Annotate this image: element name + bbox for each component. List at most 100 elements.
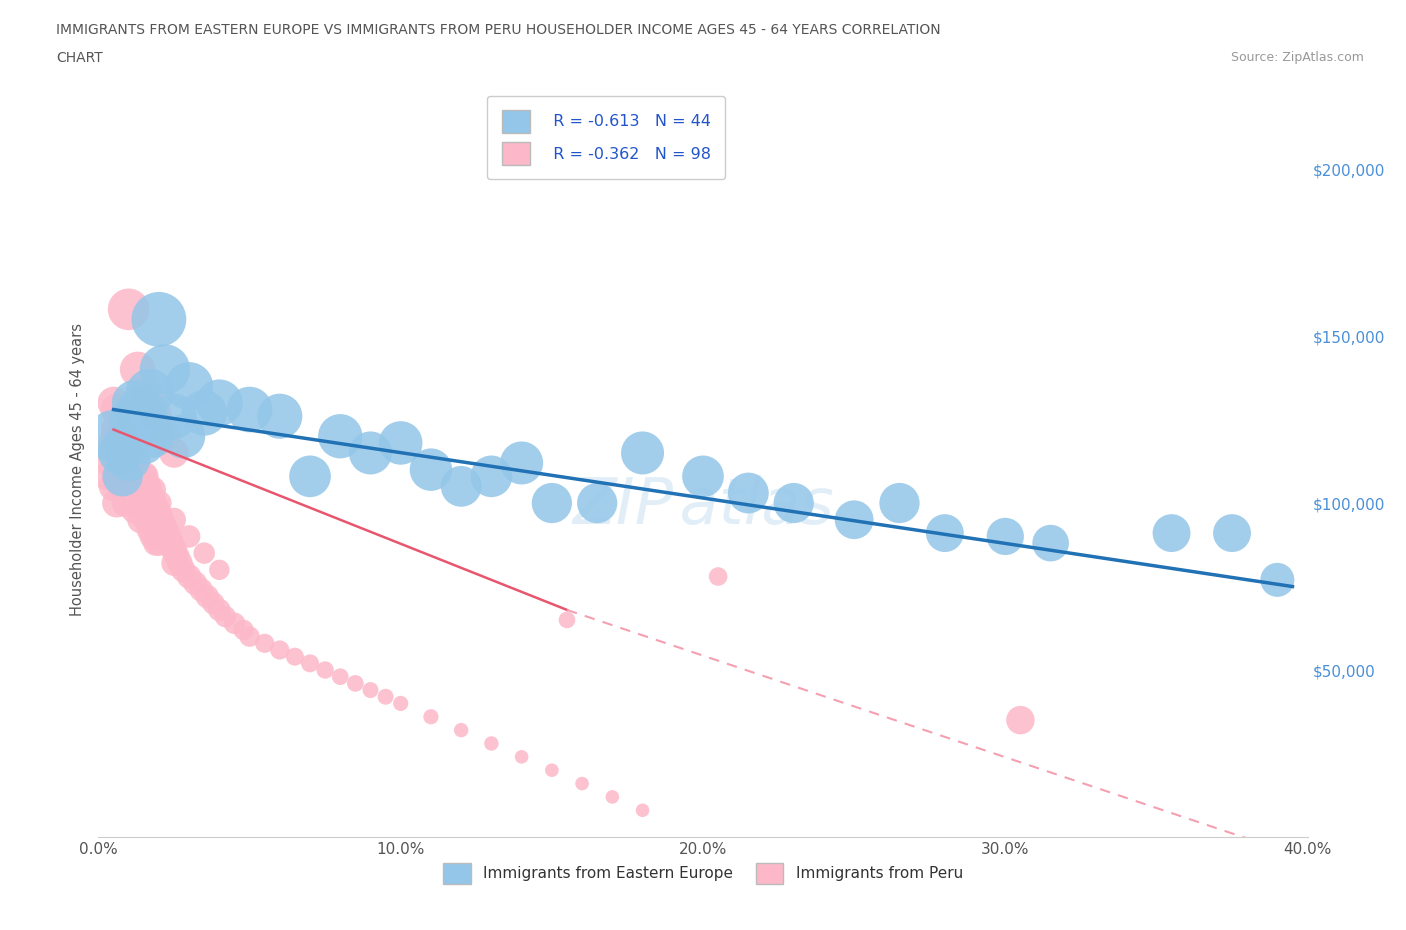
Point	[571, 777, 593, 791]
Point	[214, 609, 236, 624]
Point	[148, 496, 170, 511]
Point	[329, 429, 352, 444]
Point	[602, 790, 624, 804]
Point	[124, 456, 146, 471]
Point	[114, 435, 136, 450]
Point	[994, 529, 1017, 544]
Point	[172, 563, 194, 578]
Point	[163, 445, 186, 460]
Point	[150, 529, 173, 544]
Point	[163, 542, 186, 557]
Point	[299, 656, 322, 671]
Point	[269, 409, 291, 424]
Point	[193, 546, 215, 561]
Point	[118, 302, 141, 317]
Point	[163, 512, 186, 527]
Point	[121, 462, 143, 477]
Point	[163, 409, 186, 424]
Point	[163, 556, 186, 571]
Point	[124, 456, 146, 471]
Point	[481, 736, 503, 751]
Point	[103, 395, 125, 410]
Point	[253, 636, 276, 651]
Point	[783, 496, 806, 511]
Point	[329, 670, 352, 684]
Point	[737, 485, 759, 500]
Point	[389, 696, 412, 711]
Text: Source: ZipAtlas.com: Source: ZipAtlas.com	[1230, 51, 1364, 64]
Point	[540, 496, 562, 511]
Point	[692, 469, 714, 484]
Point	[135, 412, 157, 427]
Point	[707, 569, 730, 584]
Point	[934, 525, 956, 540]
Point	[153, 429, 176, 444]
Point	[208, 563, 231, 578]
Point	[420, 462, 443, 477]
Point	[103, 429, 125, 444]
Point	[202, 596, 225, 611]
Point	[239, 402, 262, 417]
Point	[844, 512, 866, 527]
Point	[169, 556, 191, 571]
Point	[586, 496, 609, 511]
Point	[195, 589, 218, 604]
Point	[284, 649, 307, 664]
Point	[108, 445, 131, 460]
Point	[124, 479, 146, 494]
Point	[100, 456, 122, 471]
Point	[172, 429, 194, 444]
Point	[145, 502, 167, 517]
Point	[179, 569, 201, 584]
Text: IMMIGRANTS FROM EASTERN EUROPE VS IMMIGRANTS FROM PERU HOUSEHOLDER INCOME AGES 4: IMMIGRANTS FROM EASTERN EUROPE VS IMMIGR…	[56, 23, 941, 37]
Point	[156, 529, 179, 544]
Point	[224, 616, 246, 631]
Point	[124, 502, 146, 517]
Point	[132, 469, 155, 484]
Point	[481, 469, 503, 484]
Point	[118, 442, 141, 457]
Point	[129, 475, 152, 490]
Point	[129, 402, 152, 417]
Point	[1220, 525, 1243, 540]
Point	[540, 763, 562, 777]
Legend: Immigrants from Eastern Europe, Immigrants from Peru: Immigrants from Eastern Europe, Immigran…	[436, 855, 970, 892]
Point	[105, 422, 128, 437]
Point	[148, 509, 170, 524]
Point	[135, 479, 157, 494]
Point	[124, 395, 146, 410]
Point	[153, 523, 176, 538]
Point	[179, 379, 201, 393]
Point	[142, 529, 165, 544]
Point	[114, 456, 136, 471]
Point	[139, 523, 162, 538]
Point	[179, 529, 201, 544]
Point	[555, 613, 578, 628]
Point	[148, 312, 170, 326]
Point	[142, 512, 165, 527]
Y-axis label: Householder Income Ages 45 - 64 years: Householder Income Ages 45 - 64 years	[69, 323, 84, 617]
Text: CHART: CHART	[56, 51, 103, 65]
Point	[208, 395, 231, 410]
Point	[360, 683, 382, 698]
Point	[129, 512, 152, 527]
Point	[269, 643, 291, 658]
Point	[360, 445, 382, 460]
Point	[118, 479, 141, 494]
Point	[132, 435, 155, 450]
Point	[118, 452, 141, 467]
Point	[184, 576, 207, 591]
Point	[111, 429, 134, 444]
Point	[127, 362, 149, 377]
Point	[132, 496, 155, 511]
Point	[344, 676, 367, 691]
Point	[450, 723, 472, 737]
Point	[374, 689, 396, 704]
Point	[889, 496, 911, 511]
Point	[105, 402, 128, 417]
Point	[118, 445, 141, 460]
Point	[108, 445, 131, 460]
Point	[142, 483, 165, 498]
Point	[314, 662, 336, 677]
Point	[153, 362, 176, 377]
